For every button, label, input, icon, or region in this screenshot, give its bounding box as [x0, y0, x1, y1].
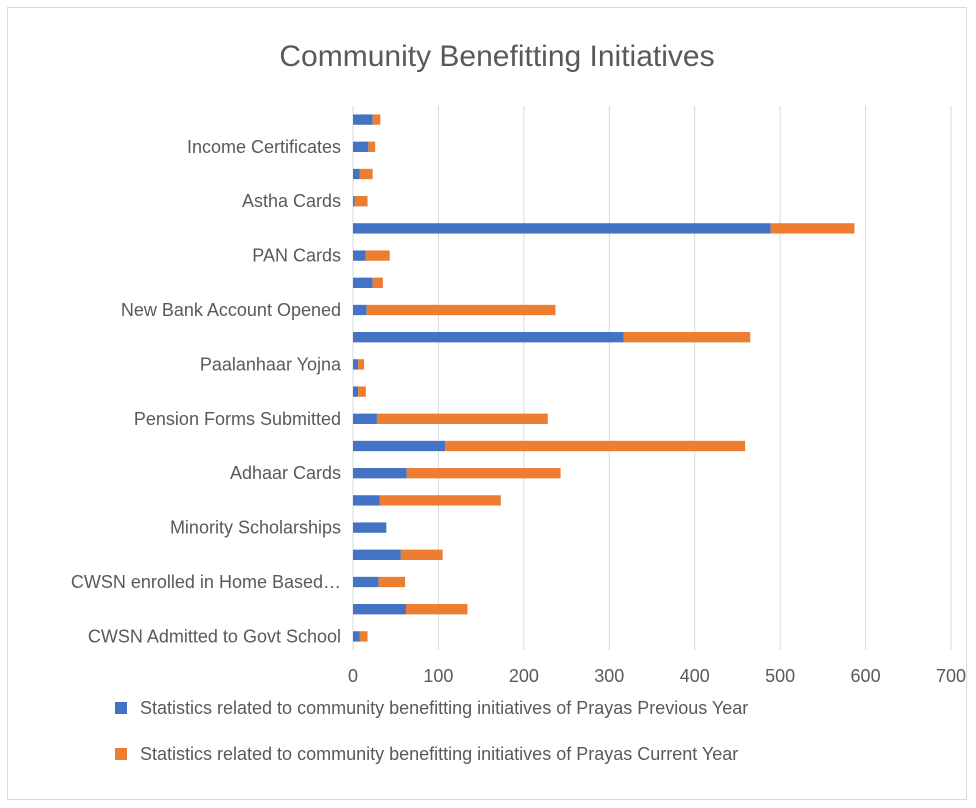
bar-series2-cat6: [406, 468, 561, 479]
x-tick-label: 500: [765, 666, 795, 686]
bar-series2-cat9: [358, 386, 366, 397]
category-label: Minority Scholarships: [170, 518, 341, 538]
legend-label-1: Statistics related to community benefitt…: [140, 698, 748, 718]
chart-title: Community Benefitting Initiatives: [279, 40, 714, 73]
bar-series2-cat3: [400, 549, 443, 560]
bar-series1-cat9: [353, 386, 359, 397]
bar-series1-cat14: [353, 250, 366, 261]
bar-series1-cat0: [353, 631, 360, 642]
bar-series2-cat18: [368, 141, 376, 152]
bar-series1-cat11: [353, 332, 624, 343]
x-tick-label: 600: [851, 666, 881, 686]
legend-item-2: Statistics related to community benefitt…: [115, 744, 738, 764]
category-label: Pension Forms Submitted: [134, 409, 341, 429]
x-tick-label: 300: [594, 666, 624, 686]
bar-series2-cat10: [358, 359, 365, 370]
bar-series2-cat2: [378, 576, 406, 588]
bar-series2-cat0: [359, 631, 368, 642]
bar-series1-cat3: [353, 549, 401, 560]
legend-swatch-2: [115, 748, 127, 760]
legend-item-1: Statistics related to community benefitt…: [115, 698, 748, 718]
x-tick-labels: 0 100 200 300 400 500 600 700: [348, 666, 966, 686]
bar-series2-cat7: [445, 440, 746, 452]
bar-series2-cat12: [366, 304, 556, 316]
x-tick-label: 700: [936, 666, 966, 686]
bar-series1-cat1: [353, 604, 406, 615]
x-tick-label: 0: [348, 666, 358, 686]
bar-series2-cat19: [372, 114, 381, 125]
category-label: PAN Cards: [252, 246, 341, 266]
bar-series1-cat7: [353, 440, 446, 452]
bar-series2-cat15: [770, 223, 855, 234]
bar-series2-cat13: [372, 277, 383, 288]
chart-frame: Community Benefitting Initiatives CWSN A…: [7, 7, 967, 800]
bar-series2-cat14: [365, 250, 390, 261]
bar-series2-cat8: [376, 413, 548, 424]
legend-swatch-1: [115, 702, 127, 714]
bar-series1-cat12: [353, 304, 367, 316]
bar-series1-cat19: [353, 114, 373, 125]
bar-series1-cat15: [353, 223, 771, 234]
legend: Statistics related to community benefitt…: [115, 698, 748, 764]
bar-series1-cat2: [353, 576, 379, 588]
x-tick-label: 200: [509, 666, 539, 686]
x-tick-label: 400: [680, 666, 710, 686]
category-label: Income Certificates: [187, 137, 341, 157]
category-labels: CWSN Admitted to Govt School CWSN enrolle…: [71, 137, 342, 647]
bars: [353, 114, 855, 642]
bar-series1-cat17: [353, 168, 360, 180]
bar-series2-cat11: [623, 332, 751, 343]
bar-series1-cat4: [353, 522, 387, 533]
category-label: New Bank Account Opened: [121, 300, 341, 320]
category-label: Paalanhaar Yojna: [200, 354, 342, 374]
chart-svg: Community Benefitting Initiatives CWSN A…: [71, 40, 966, 764]
bar-series2-cat1: [405, 604, 468, 615]
bar-series1-cat8: [353, 413, 377, 424]
legend-label-2: Statistics related to community benefitt…: [140, 744, 738, 764]
bar-series2-cat17: [359, 168, 373, 180]
bar-series1-cat18: [353, 141, 369, 152]
bar-series1-cat6: [353, 468, 407, 479]
bar-series1-cat5: [353, 495, 380, 506]
x-tick-label: 100: [423, 666, 453, 686]
bar-series2-cat5: [379, 495, 501, 506]
bar-series1-cat13: [353, 277, 373, 288]
category-label: Astha Cards: [242, 191, 341, 211]
category-label: CWSN enrolled in Home Based…: [71, 572, 341, 592]
bar-series2-cat16: [354, 196, 368, 207]
category-label: CWSN Admitted to Govt School: [88, 626, 341, 646]
gridlines: [352, 106, 952, 650]
bar-series1-cat10: [353, 359, 359, 370]
bar-series1-cat16: [353, 196, 355, 207]
category-label: Adhaar Cards: [230, 463, 341, 483]
